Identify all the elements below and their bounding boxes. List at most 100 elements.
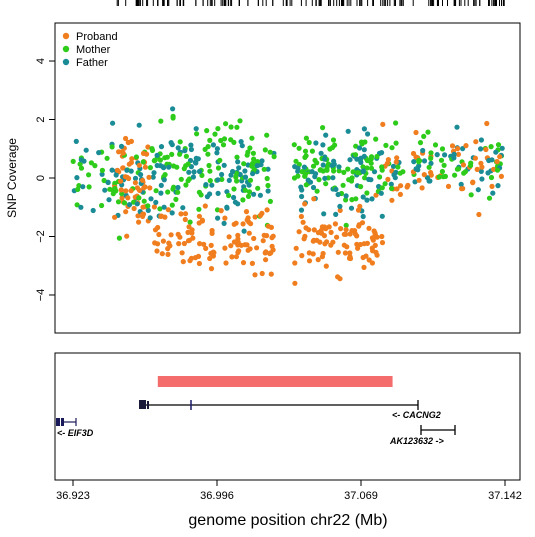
point-proband	[208, 242, 214, 248]
point-father	[80, 184, 86, 190]
y-axis-label: SNP Coverage	[5, 138, 19, 218]
point-mother	[389, 145, 395, 151]
point-mother	[353, 196, 359, 202]
point-mother	[141, 198, 147, 204]
point-father	[412, 179, 418, 185]
point-proband	[394, 186, 400, 192]
point-mother	[183, 153, 189, 159]
point-mother	[350, 169, 356, 175]
point-father	[168, 140, 174, 146]
point-mother	[204, 128, 210, 134]
point-father	[360, 168, 366, 174]
point-father	[118, 143, 125, 149]
point-proband	[254, 245, 260, 251]
point-proband	[240, 260, 247, 266]
point-father	[379, 213, 385, 219]
point-mother	[345, 166, 351, 172]
point-proband	[201, 241, 207, 247]
point-proband	[389, 197, 395, 203]
point-mother	[291, 175, 298, 181]
point-father	[221, 162, 227, 168]
point-father	[479, 176, 485, 182]
legend-label-mother: Mother	[76, 44, 111, 56]
point-proband	[449, 143, 456, 149]
point-father	[331, 158, 337, 164]
point-father	[486, 157, 492, 164]
point-proband	[352, 231, 358, 237]
point-proband	[374, 252, 380, 258]
point-mother	[219, 176, 225, 182]
point-proband	[118, 187, 124, 193]
point-mother	[306, 139, 312, 146]
gene-track-frame	[54, 352, 521, 481]
point-proband	[373, 192, 379, 198]
point-father	[215, 215, 221, 221]
point-father	[136, 122, 142, 128]
point-father	[214, 150, 220, 156]
point-mother	[362, 175, 368, 181]
point-proband	[334, 234, 340, 240]
point-father	[207, 191, 213, 197]
point-mother	[389, 185, 395, 192]
point-proband	[445, 183, 452, 189]
point-proband	[147, 185, 153, 191]
point-proband	[146, 174, 152, 180]
point-mother	[199, 172, 205, 178]
point-mother	[183, 182, 189, 188]
gene-ak123632-label: AK123632 ->	[389, 436, 445, 446]
point-mother	[303, 182, 309, 188]
point-father	[323, 132, 329, 138]
point-mother	[264, 132, 270, 138]
point-proband	[246, 230, 252, 236]
point-mother	[331, 168, 337, 174]
point-mother	[149, 146, 155, 152]
point-proband	[134, 185, 140, 191]
point-mother	[177, 151, 183, 157]
point-mother	[153, 188, 159, 194]
point-mother	[264, 175, 270, 182]
point-mother	[302, 173, 308, 179]
point-father	[254, 163, 260, 169]
point-father	[250, 171, 256, 177]
point-mother	[364, 157, 370, 164]
point-proband	[131, 205, 137, 212]
point-mother	[185, 178, 191, 184]
point-proband	[114, 167, 121, 173]
point-proband	[321, 233, 327, 239]
point-father	[193, 126, 199, 132]
point-mother	[121, 200, 128, 206]
point-mother	[140, 159, 146, 165]
point-proband	[385, 157, 391, 163]
point-father	[426, 178, 432, 184]
point-proband	[208, 266, 215, 272]
point-father	[169, 210, 175, 216]
point-father	[238, 139, 244, 145]
point-proband	[264, 207, 270, 213]
point-mother	[99, 167, 105, 173]
point-father	[83, 147, 89, 153]
point-proband	[119, 195, 125, 201]
point-mother	[250, 150, 256, 156]
point-mother	[212, 131, 218, 137]
point-mother	[228, 124, 234, 130]
point-proband	[246, 219, 252, 225]
gene-cacng2-exon	[139, 400, 146, 409]
x-tick-label: 37.069	[344, 490, 378, 502]
point-mother	[169, 151, 175, 157]
point-proband	[491, 166, 497, 172]
snp-rug-ticks	[116, 0, 505, 6]
point-mother	[237, 118, 243, 124]
point-mother	[373, 136, 379, 142]
point-proband	[195, 253, 202, 259]
point-father	[151, 170, 157, 176]
point-father	[420, 147, 426, 154]
point-father	[150, 174, 156, 180]
point-proband	[218, 208, 224, 214]
point-mother	[207, 137, 213, 143]
point-proband	[126, 175, 132, 182]
point-mother	[207, 168, 213, 174]
point-father	[329, 162, 335, 169]
point-father	[475, 187, 481, 193]
point-proband	[124, 233, 130, 239]
point-mother	[488, 144, 494, 150]
